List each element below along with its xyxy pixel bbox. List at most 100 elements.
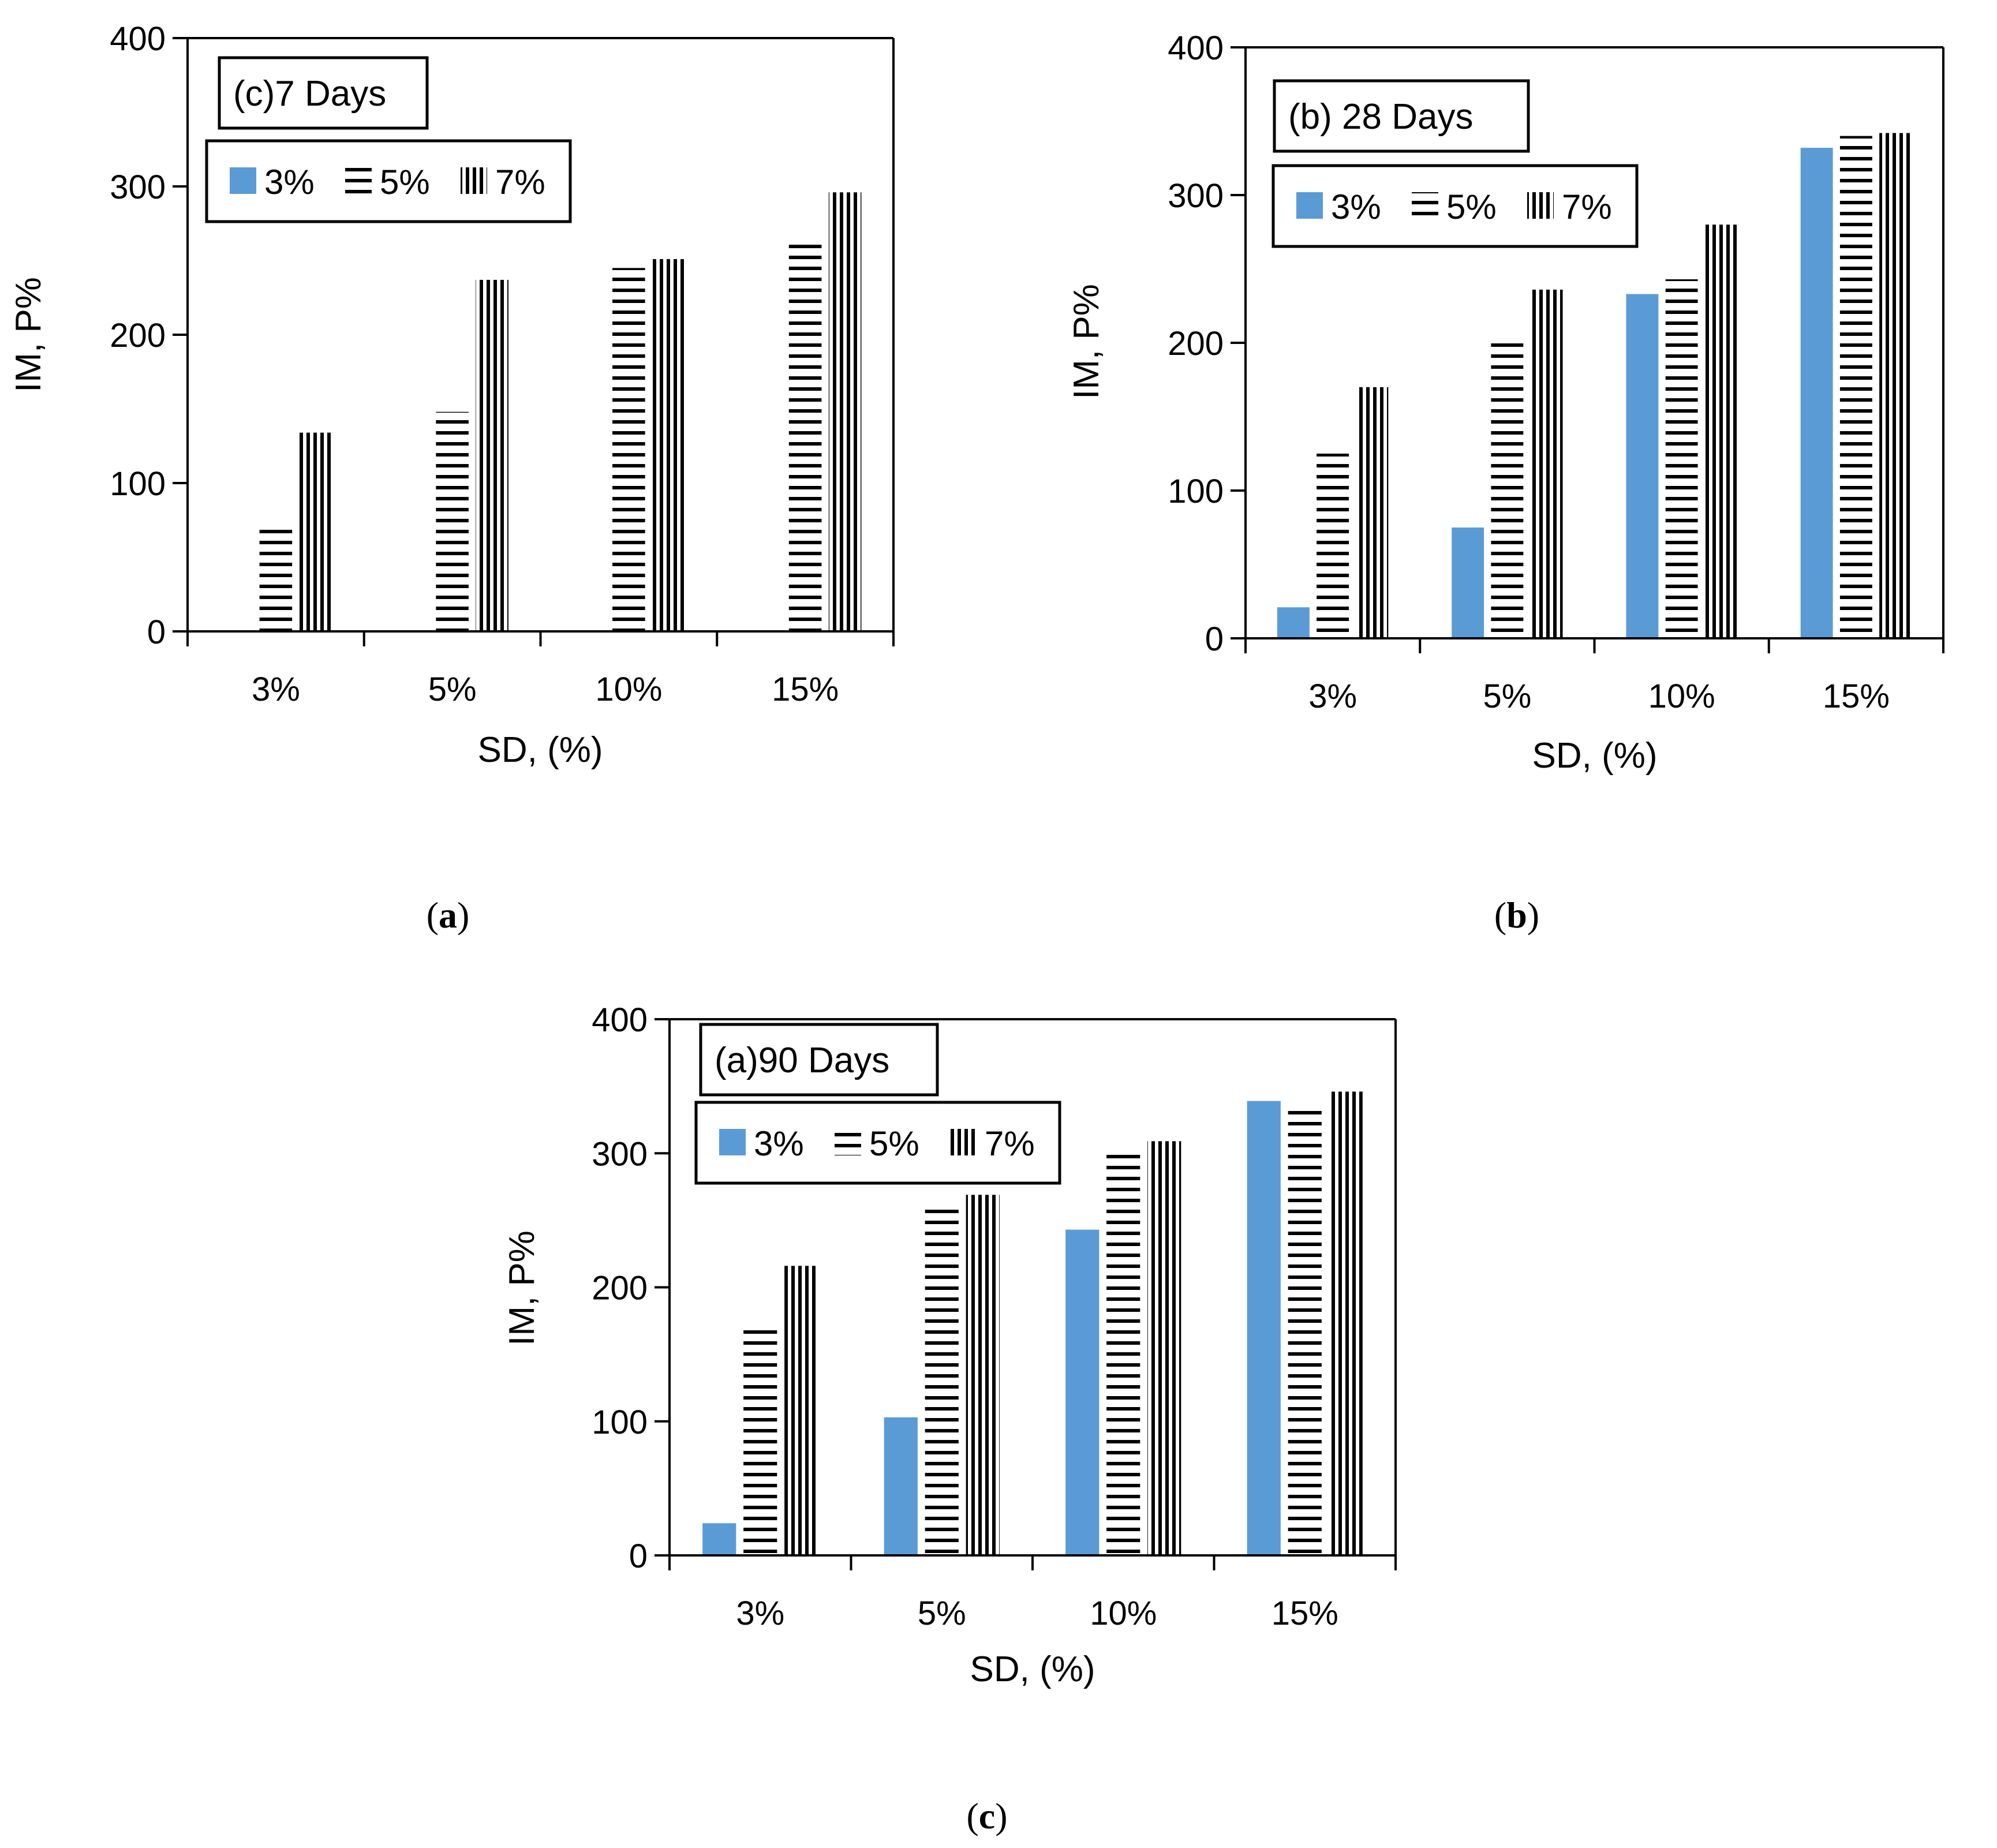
bar-5%-15% xyxy=(1839,136,1872,639)
x-tick-label: 5% xyxy=(428,671,477,708)
legend-swatch-5% xyxy=(345,167,372,194)
legend-label-7%: 7% xyxy=(1562,188,1612,226)
bar-5%-15% xyxy=(1288,1108,1322,1555)
bar-5%-5% xyxy=(925,1208,959,1555)
legend-label-7%: 7% xyxy=(985,1124,1035,1163)
panel-caption-a: (a) xyxy=(427,895,470,936)
axes xyxy=(668,1018,1397,1570)
bar-3%-5% xyxy=(1452,528,1484,638)
x-tick-label: 10% xyxy=(595,671,662,708)
y-tick-label: 300 xyxy=(592,1135,648,1173)
bar-7%-3% xyxy=(1356,387,1389,638)
legend-label-5%: 5% xyxy=(1446,188,1497,226)
y-tick-label: 300 xyxy=(1168,177,1224,215)
x-tick-label: 3% xyxy=(736,1595,784,1632)
y-tick-label: 0 xyxy=(147,613,166,651)
bar-3%-3% xyxy=(1277,607,1310,638)
x-tick-label: 10% xyxy=(1090,1595,1157,1632)
x-tick-label: 5% xyxy=(918,1595,966,1632)
bar-7%-3% xyxy=(784,1266,818,1555)
y-tick-label: 100 xyxy=(110,465,166,503)
y-tick-label: 400 xyxy=(1168,29,1224,67)
panel-caption-c: (c) xyxy=(966,1795,1007,1836)
x-axis-label: SD, (%) xyxy=(478,730,603,770)
y-tick-label: 200 xyxy=(110,317,166,354)
bar-7%-10% xyxy=(652,259,685,631)
bars xyxy=(702,1091,1363,1555)
legend-swatch-5% xyxy=(1412,192,1438,219)
bar-5%-5% xyxy=(436,412,469,631)
legend-swatch-5% xyxy=(835,1129,861,1155)
chart-title: (b) 28 Days xyxy=(1288,97,1473,137)
bar-7%-5% xyxy=(1530,289,1563,639)
legend-label-3%: 3% xyxy=(1331,188,1381,226)
y-axis-label: IM, P% xyxy=(1067,284,1106,399)
legend-swatch-3% xyxy=(719,1129,746,1155)
bars xyxy=(1277,133,1912,639)
bar-5%-10% xyxy=(612,268,645,632)
bar-5%-3% xyxy=(1317,454,1349,638)
y-tick-label: 400 xyxy=(592,1001,648,1039)
legend xyxy=(205,139,572,223)
bar-5%-3% xyxy=(743,1325,777,1555)
bar-3%-5% xyxy=(884,1417,918,1555)
bar-5%-5% xyxy=(1491,339,1524,638)
y-axis-label: IM, P% xyxy=(9,277,48,392)
legend-swatch-3% xyxy=(1296,192,1323,219)
chart-title-box xyxy=(699,1023,939,1097)
bar-3%-15% xyxy=(1247,1101,1281,1555)
y-tick-label: 0 xyxy=(629,1537,648,1575)
x-tick-label: 3% xyxy=(1308,678,1357,715)
y-tick-label: 300 xyxy=(110,169,166,206)
bar-7%-3% xyxy=(299,432,332,631)
bar-5%-15% xyxy=(788,238,822,631)
y-tick-label: 100 xyxy=(1168,473,1224,510)
axes xyxy=(186,37,895,646)
bar-5%-10% xyxy=(1665,279,1698,638)
legend-entries: 3% 5% 7% xyxy=(1296,188,1612,226)
bar-7%-15% xyxy=(1329,1091,1363,1555)
x-tick-labels: 3% 5% 10% 15% xyxy=(1308,678,1890,715)
bar-7%-10% xyxy=(1704,225,1737,638)
y-tick-label: 400 xyxy=(110,20,166,58)
y-axis-ticks: 0 100 200 300 400 xyxy=(592,1001,670,1575)
chart-title-box xyxy=(1273,79,1530,153)
legend-swatch-7% xyxy=(950,1129,977,1155)
legend-entries: 3% 5% 7% xyxy=(230,163,545,201)
bar-5%-3% xyxy=(259,528,293,631)
y-axis-ticks: 0 100 200 300 400 xyxy=(110,20,188,651)
legend-label-5%: 5% xyxy=(380,163,430,201)
bar-7%-10% xyxy=(1147,1141,1181,1555)
legend-label-3%: 3% xyxy=(754,1124,804,1163)
x-tick-label: 15% xyxy=(1272,1595,1338,1632)
bar-7%-15% xyxy=(828,192,862,631)
bar-3%-10% xyxy=(1626,294,1659,638)
x-tick-label: 15% xyxy=(1823,678,1890,715)
bar-7%-15% xyxy=(1879,133,1912,639)
x-tick-label: 15% xyxy=(772,671,839,708)
panel-caption-b: (b) xyxy=(1494,895,1539,936)
chart-title: (a)90 Days xyxy=(715,1041,889,1080)
legend-swatch-7% xyxy=(461,167,487,194)
y-tick-label: 200 xyxy=(1168,325,1224,362)
legend-label-3%: 3% xyxy=(264,163,315,201)
legend-swatch-7% xyxy=(1527,192,1554,219)
legend-label-5%: 5% xyxy=(869,1124,919,1163)
x-tick-labels: 3% 5% 10% 15% xyxy=(252,671,839,708)
x-tick-label: 3% xyxy=(252,671,300,708)
axes xyxy=(1244,46,1944,653)
x-axis-label: SD, (%) xyxy=(970,1649,1095,1689)
bar-7%-5% xyxy=(966,1195,1000,1555)
x-axis-label: SD, (%) xyxy=(1532,736,1658,776)
y-tick-label: 100 xyxy=(592,1404,648,1441)
legend-swatch-3% xyxy=(230,167,256,194)
bar-3%-3% xyxy=(702,1523,736,1555)
legend xyxy=(1272,164,1639,248)
chart-title-box xyxy=(218,56,429,130)
chart-title: (c)7 Days xyxy=(233,74,386,114)
x-tick-label: 5% xyxy=(1483,678,1531,715)
